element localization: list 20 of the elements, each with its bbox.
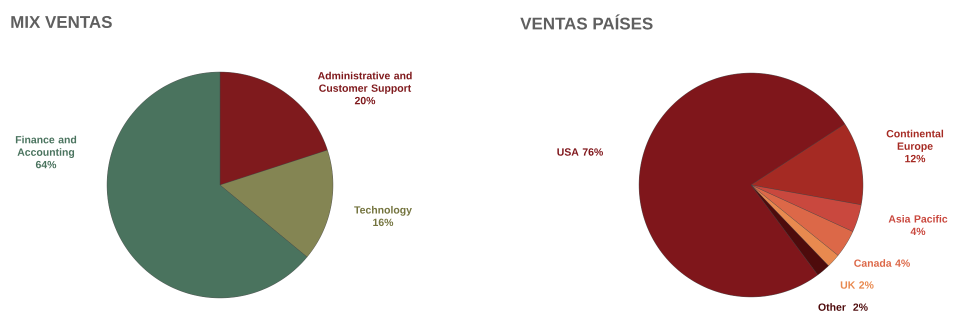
data-label: 12% [905,154,926,162]
data-label: 4% [910,228,926,236]
data-label: 4% [895,259,910,267]
data-label: 16% [373,218,394,226]
chart-title: MIX VENTAS [11,16,112,28]
data-label: 64% [36,160,56,168]
slice-label: Canada [854,259,892,267]
slice-label: Technology [354,206,412,216]
slice-label: Finance and Accounting [16,136,76,158]
slice-label: UK [840,281,856,289]
slice-label: Asia Pacific [888,214,948,223]
data-label: 2% [859,281,874,289]
data-label: 20% [354,96,376,104]
slice-label: Administrative and Customer Support [318,72,412,94]
data-label: 76% [582,148,603,156]
slice-label: Other [818,303,846,311]
chart-title: VENTAS PAÍSES [520,14,653,30]
data-label: 2% [853,303,868,311]
slice-label: USA [557,148,579,156]
slice-label: Continental Europe [886,130,944,152]
